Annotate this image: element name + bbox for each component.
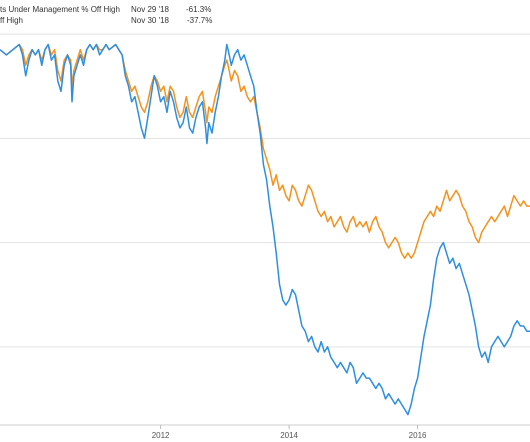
legend-series-2-date: Nov 30 '18 <box>131 16 170 25</box>
legend-series-2-name: ff High <box>0 16 23 25</box>
legend-series-2-value: -37.7% <box>187 16 212 25</box>
series-line-ts-under-management-off-high <box>0 43 530 416</box>
legend-series-1-date: Nov 29 '18 <box>131 5 170 14</box>
series-lines <box>0 43 530 416</box>
legend-series-1-name: ts Under Management % Off High <box>0 5 120 14</box>
legend-series-1-value: -61.3% <box>186 5 211 14</box>
x-tick-label: 2014 <box>280 431 298 440</box>
legend: ts Under Management % Off High Nov 29 '1… <box>0 5 212 25</box>
x-axis-ticks: 2012 2014 2016 <box>152 425 427 440</box>
gridlines <box>0 33 530 348</box>
x-tick-label: 2016 <box>409 431 427 440</box>
series-line-ff-high <box>0 43 530 259</box>
x-tick-label: 2012 <box>152 431 170 440</box>
